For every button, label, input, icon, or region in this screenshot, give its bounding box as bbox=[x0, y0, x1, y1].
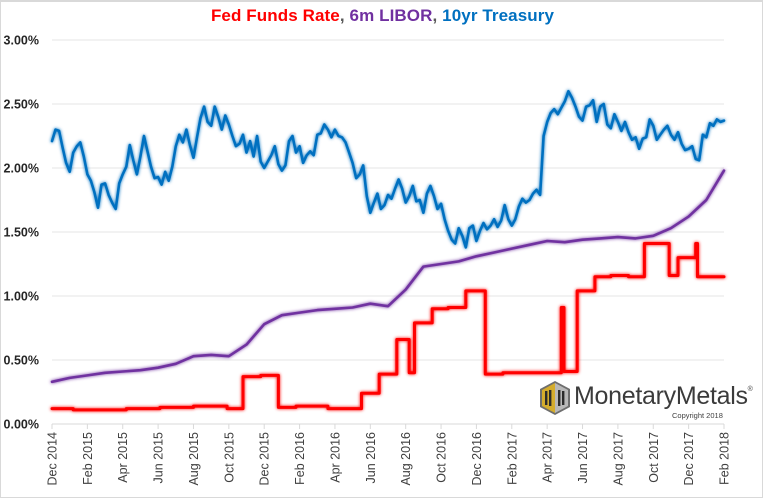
x-tick-label: Apr 2017 bbox=[541, 432, 555, 483]
x-tick-label: Jun 2015 bbox=[152, 432, 166, 483]
x-tick-label: Apr 2016 bbox=[328, 432, 342, 483]
logo-word-monetary: Monetary bbox=[574, 382, 676, 410]
x-tick-label: Dec 2014 bbox=[46, 432, 60, 486]
x-tick-label: Feb 2017 bbox=[505, 432, 519, 485]
x-tick-label: Oct 2016 bbox=[435, 432, 449, 483]
gridlines bbox=[52, 39, 724, 425]
x-tick-label: Feb 2018 bbox=[718, 432, 732, 485]
x-tick-label: Jun 2016 bbox=[364, 432, 378, 483]
y-axis: 0.00% 0.50% 1.00% 1.50% 2.00% 2.50% 3.00% bbox=[4, 34, 39, 432]
y-tick-label: 2.00% bbox=[4, 162, 39, 176]
x-tick-label: Dec 2016 bbox=[470, 432, 484, 486]
title-treasury: 10yr Treasury bbox=[442, 6, 555, 25]
copyright-text: Copyright 2018 bbox=[672, 411, 723, 420]
logo-wordmark: MonetaryMetals® bbox=[574, 382, 753, 411]
x-tick-label: Dec 2017 bbox=[682, 432, 696, 486]
title-separator: , bbox=[339, 6, 350, 25]
title-separator: , bbox=[432, 6, 443, 25]
y-tick-label: 3.00% bbox=[4, 34, 39, 48]
logo-word-metals: Metals bbox=[675, 382, 748, 410]
x-tick-label: Aug 2015 bbox=[187, 432, 201, 486]
series-10yr-treasury-line bbox=[50, 89, 726, 249]
registered-mark: ® bbox=[747, 386, 753, 393]
x-tick-label: Jun 2017 bbox=[576, 432, 590, 483]
series bbox=[50, 89, 726, 412]
x-tick-label: Apr 2015 bbox=[116, 432, 130, 483]
series-6m-libor-line bbox=[50, 169, 726, 384]
chart-title: Fed Funds Rate, 6m LIBOR, 10yr Treasury bbox=[0, 6, 765, 26]
title-libor: 6m LIBOR bbox=[349, 6, 433, 25]
x-tick-label: Oct 2017 bbox=[647, 432, 661, 483]
x-tick-label: Dec 2015 bbox=[258, 432, 272, 486]
x-tick-label: Aug 2017 bbox=[611, 432, 625, 486]
monetary-metals-logo: MonetaryMetals® Copyright 2018 bbox=[538, 378, 753, 423]
title-fed-funds: Fed Funds Rate bbox=[210, 6, 340, 25]
y-tick-label: 0.50% bbox=[4, 354, 39, 368]
x-tick-label: Oct 2015 bbox=[222, 432, 236, 483]
x-axis: Dec 2014 Feb 2015 Apr 2015 Jun 2015 Aug 2015… bbox=[46, 424, 732, 486]
y-tick-label: 0.00% bbox=[4, 418, 39, 432]
y-tick-label: 1.00% bbox=[4, 290, 39, 304]
x-tick-label: Feb 2015 bbox=[81, 432, 95, 485]
series-fed-funds-rate-line bbox=[50, 242, 726, 412]
y-tick-label: 1.50% bbox=[4, 226, 39, 240]
x-tick-label: Aug 2016 bbox=[399, 432, 413, 486]
y-tick-label: 2.50% bbox=[4, 98, 39, 112]
x-tick-label: Feb 2016 bbox=[293, 432, 307, 485]
logo-cube-icon bbox=[540, 381, 570, 415]
